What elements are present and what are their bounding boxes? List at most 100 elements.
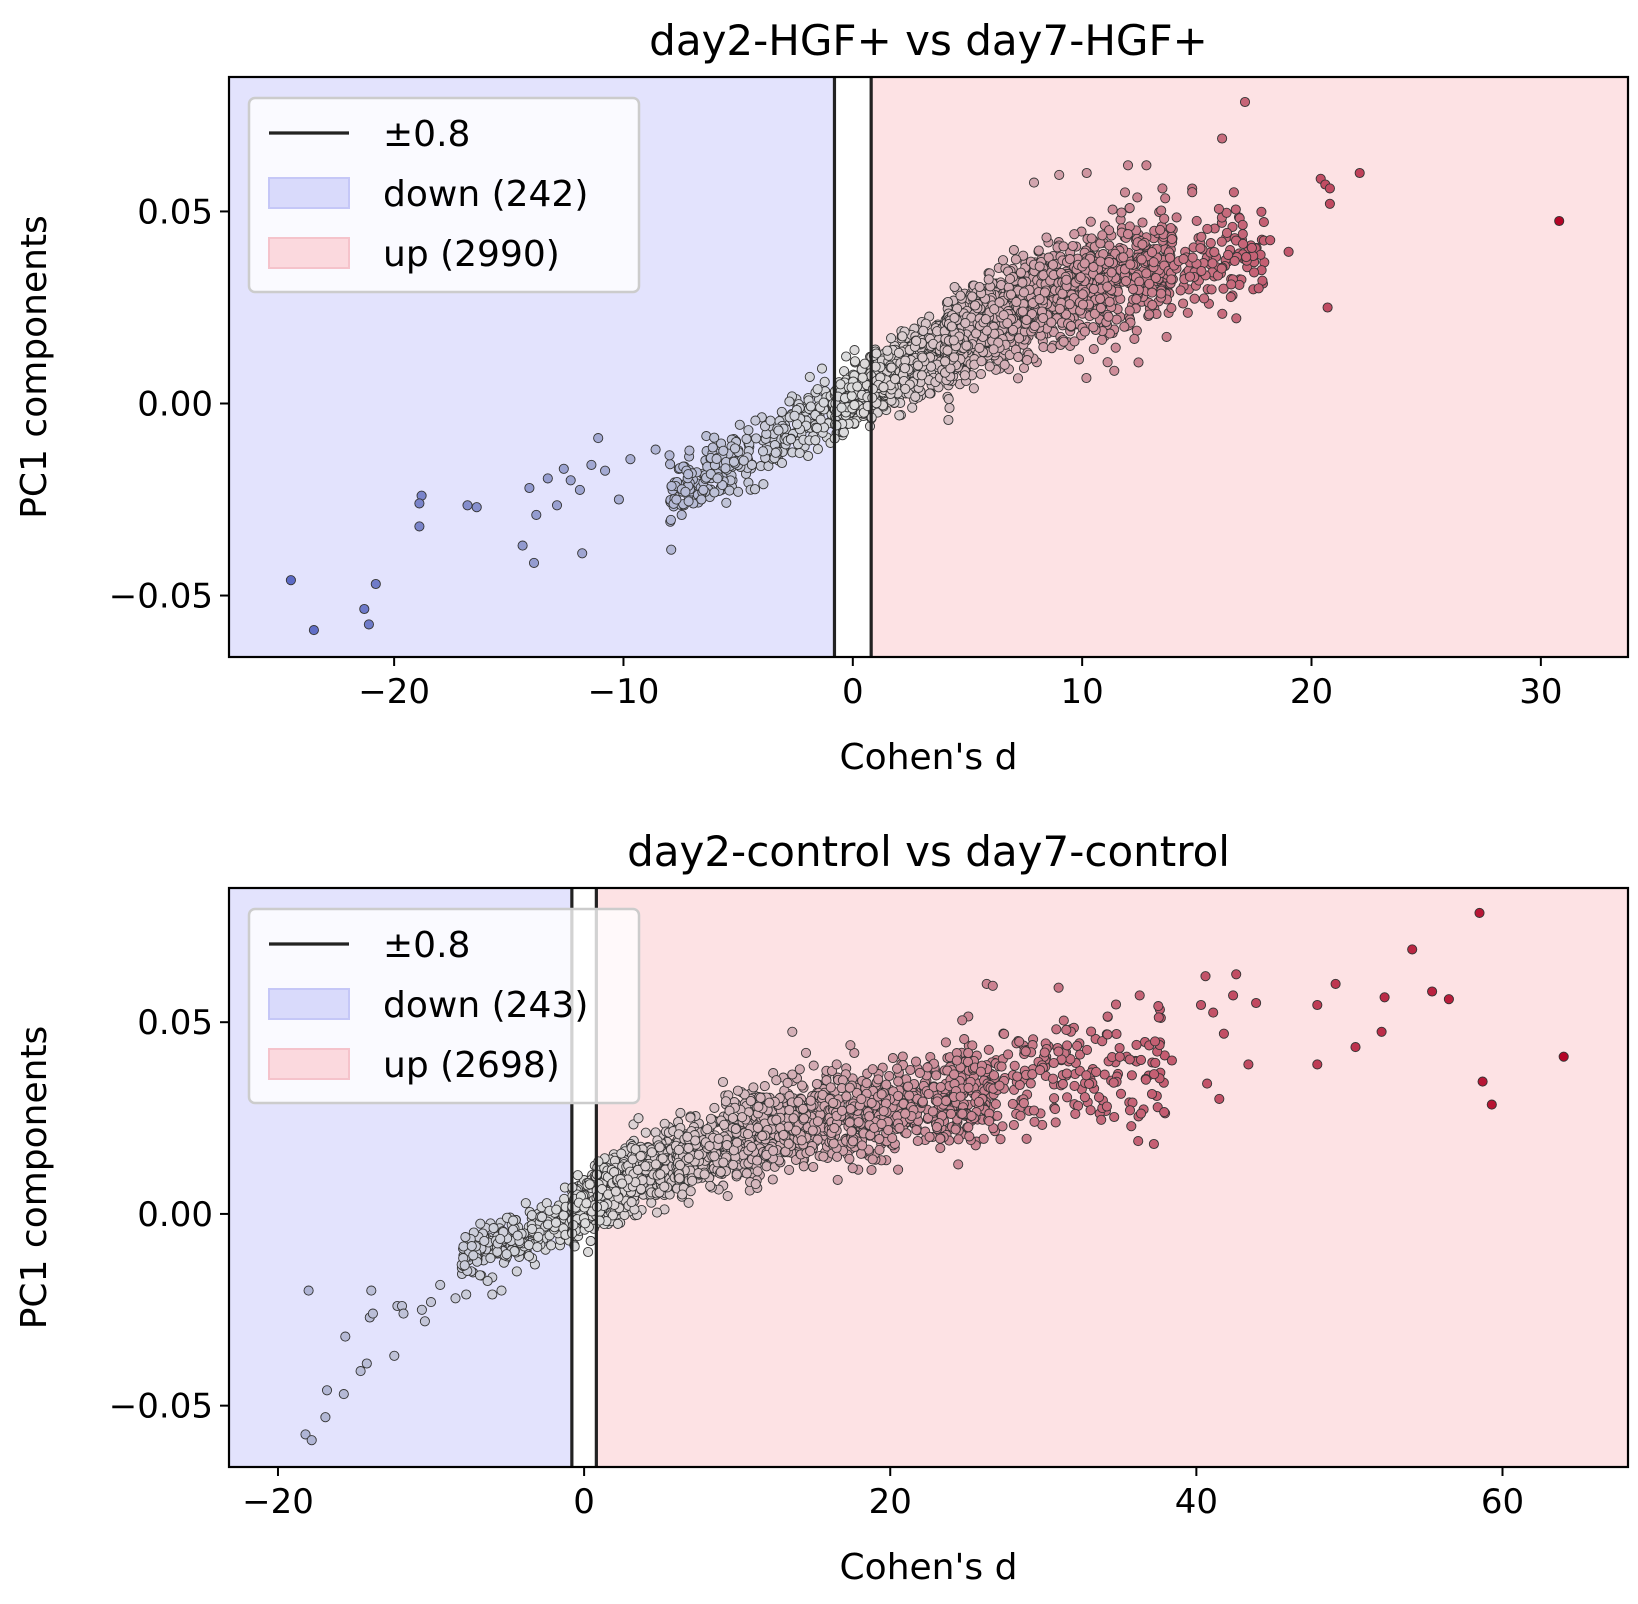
data-point bbox=[961, 340, 972, 351]
data-point bbox=[1102, 281, 1113, 292]
data-point bbox=[1097, 230, 1108, 241]
data-point bbox=[727, 1112, 738, 1124]
data-point bbox=[1241, 252, 1252, 263]
data-point bbox=[785, 434, 796, 445]
data-point bbox=[683, 496, 694, 507]
data-point bbox=[917, 352, 928, 363]
data-point bbox=[370, 578, 381, 590]
data-point bbox=[1124, 202, 1135, 214]
data-point bbox=[721, 497, 732, 508]
data-point bbox=[558, 463, 569, 474]
data-point bbox=[546, 1240, 557, 1251]
data-point bbox=[1058, 336, 1069, 347]
data-point bbox=[1165, 222, 1176, 234]
data-point bbox=[1054, 169, 1065, 180]
data-point bbox=[1324, 183, 1335, 194]
data-point bbox=[593, 433, 604, 444]
data-point bbox=[1147, 287, 1158, 298]
data-point bbox=[1028, 177, 1040, 188]
data-point bbox=[471, 502, 482, 513]
data-point bbox=[713, 1133, 724, 1144]
data-point bbox=[1047, 259, 1059, 270]
data-point bbox=[812, 444, 823, 455]
x-axis: −20 −10 0 10 20 30 bbox=[358, 657, 1562, 712]
data-point bbox=[520, 1198, 531, 1209]
y-tick-label: 0.05 bbox=[137, 192, 213, 232]
data-point bbox=[811, 1078, 822, 1090]
data-point bbox=[1196, 231, 1207, 242]
data-point bbox=[720, 1096, 731, 1107]
data-point bbox=[1175, 285, 1186, 296]
data-point bbox=[771, 1075, 782, 1086]
data-point bbox=[907, 402, 918, 413]
data-point bbox=[414, 521, 425, 532]
data-point bbox=[512, 1230, 523, 1241]
data-point bbox=[810, 435, 821, 446]
data-point bbox=[462, 500, 473, 511]
data-point bbox=[685, 1186, 696, 1197]
data-point bbox=[773, 425, 784, 436]
data-point bbox=[633, 1113, 644, 1124]
data-point bbox=[728, 456, 740, 467]
data-point bbox=[964, 1131, 975, 1142]
data-point bbox=[479, 1235, 490, 1247]
data-point bbox=[742, 1129, 753, 1140]
data-point bbox=[1195, 243, 1206, 254]
data-point bbox=[878, 382, 889, 393]
data-point bbox=[720, 463, 731, 474]
data-point bbox=[890, 374, 901, 385]
data-point bbox=[816, 363, 828, 374]
data-point bbox=[1166, 303, 1177, 314]
data-point bbox=[583, 1246, 594, 1258]
legend-down-swatch bbox=[268, 177, 350, 209]
data-point bbox=[897, 331, 908, 342]
data-point bbox=[797, 1080, 808, 1091]
legend-up-swatch bbox=[268, 237, 350, 269]
data-point bbox=[798, 1113, 810, 1124]
data-point bbox=[1147, 299, 1158, 311]
data-point bbox=[1086, 233, 1097, 244]
data-point bbox=[836, 402, 847, 413]
data-point bbox=[458, 1241, 469, 1252]
data-point bbox=[1061, 274, 1072, 285]
data-point bbox=[732, 1137, 743, 1148]
data-point bbox=[798, 1161, 809, 1172]
data-point bbox=[523, 1240, 534, 1251]
data-point bbox=[859, 358, 870, 369]
data-point bbox=[475, 1218, 486, 1229]
data-point bbox=[1103, 311, 1114, 322]
data-point bbox=[363, 619, 374, 630]
data-point bbox=[1069, 229, 1080, 240]
data-point bbox=[1354, 167, 1365, 179]
data-point bbox=[684, 445, 695, 456]
data-point bbox=[916, 370, 927, 381]
data-point bbox=[886, 362, 897, 373]
data-point bbox=[970, 300, 981, 311]
data-point bbox=[1085, 216, 1096, 227]
data-point bbox=[949, 312, 960, 324]
data-point bbox=[1038, 342, 1049, 353]
data-point bbox=[577, 548, 588, 559]
data-point bbox=[732, 1085, 743, 1096]
data-point bbox=[789, 410, 800, 421]
data-point bbox=[709, 1151, 720, 1162]
data-point bbox=[788, 1113, 799, 1124]
data-point bbox=[871, 348, 882, 359]
data-point bbox=[1144, 309, 1155, 320]
data-point bbox=[646, 1147, 657, 1158]
x-axis-label: Cohen's d bbox=[840, 737, 1018, 778]
data-point bbox=[910, 391, 921, 402]
data-point bbox=[852, 381, 863, 392]
data-point bbox=[752, 1166, 763, 1177]
data-point bbox=[1094, 273, 1105, 284]
data-point bbox=[746, 1141, 757, 1152]
data-point bbox=[640, 1161, 651, 1172]
data-point bbox=[1216, 263, 1227, 274]
data-point bbox=[758, 479, 769, 490]
data-point bbox=[1104, 240, 1115, 251]
data-point bbox=[1033, 245, 1044, 256]
data-point bbox=[635, 1151, 646, 1162]
data-point bbox=[1237, 238, 1249, 249]
data-point bbox=[1075, 272, 1086, 283]
data-point bbox=[805, 1095, 816, 1106]
